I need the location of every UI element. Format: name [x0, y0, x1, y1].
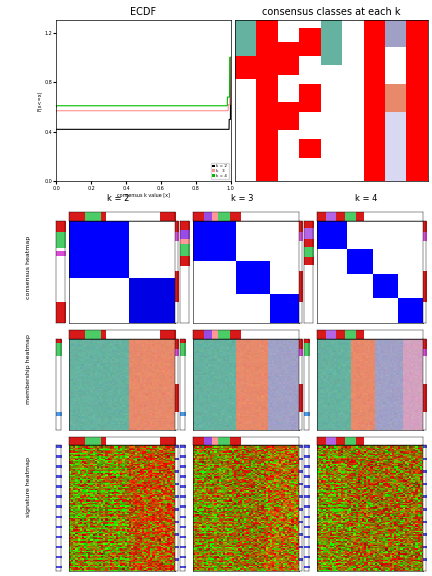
Text: membership heatmap: membership heatmap — [25, 334, 31, 404]
Y-axis label: F(x<=x): F(x<=x) — [38, 90, 43, 111]
Text: consensus heatmap: consensus heatmap — [25, 236, 31, 300]
Text: ECDF: ECDF — [130, 7, 156, 17]
Text: signature heatmap: signature heatmap — [25, 457, 31, 517]
Legend: k = 2, k   3, k = 4: k = 2, k 3, k = 4 — [211, 163, 229, 179]
X-axis label: consensus k value [x]: consensus k value [x] — [117, 192, 170, 197]
Text: k = 2: k = 2 — [107, 194, 129, 203]
Text: k = 3: k = 3 — [231, 194, 253, 203]
Text: consensus classes at each k: consensus classes at each k — [262, 7, 400, 17]
Text: k = 4: k = 4 — [355, 194, 377, 203]
